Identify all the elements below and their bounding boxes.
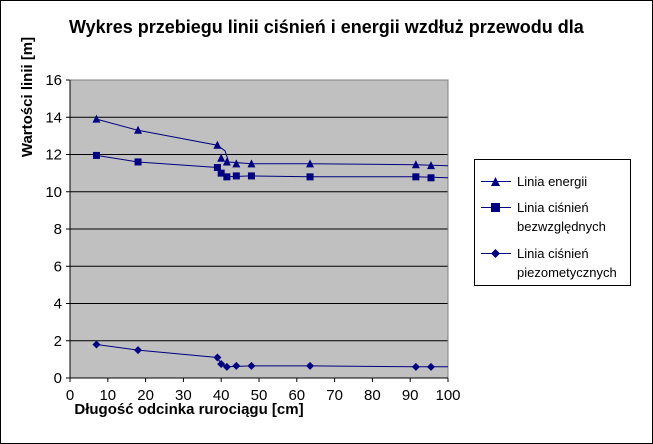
data-point-triangle bbox=[247, 159, 256, 168]
y-tick-label: 10 bbox=[45, 184, 62, 201]
data-point-square bbox=[427, 174, 435, 182]
data-point-triangle bbox=[232, 159, 241, 168]
data-point-triangle bbox=[411, 160, 420, 169]
data-point-diamond bbox=[134, 346, 143, 355]
diamond-marker-icon bbox=[491, 249, 500, 258]
data-point-diamond bbox=[222, 362, 231, 371]
legend-label-line: Linia ciśnień bbox=[517, 200, 589, 215]
data-point-triangle bbox=[134, 125, 143, 134]
data-point-square bbox=[223, 173, 231, 181]
x-tick-label: 70 bbox=[326, 387, 343, 404]
data-point-diamond bbox=[411, 362, 420, 371]
x-tick-label: 10 bbox=[99, 387, 116, 404]
x-tick-label: 90 bbox=[402, 387, 419, 404]
legend-label-line: bezwzględnych bbox=[517, 219, 606, 234]
y-tick-label: 0 bbox=[54, 370, 62, 387]
x-tick-label: 20 bbox=[137, 387, 154, 404]
data-point-square bbox=[134, 158, 142, 166]
x-tick-label: 100 bbox=[435, 387, 460, 404]
data-point-diamond bbox=[426, 362, 435, 371]
square-marker-icon bbox=[491, 203, 500, 212]
x-tick-label: 80 bbox=[364, 387, 381, 404]
data-point-square bbox=[412, 173, 420, 181]
data-point-square bbox=[232, 172, 240, 180]
data-point-diamond bbox=[213, 353, 222, 362]
x-tick-label: 50 bbox=[251, 387, 268, 404]
y-tick-label: 16 bbox=[45, 72, 62, 89]
data-point-diamond bbox=[232, 361, 241, 370]
triangle-marker-icon bbox=[491, 177, 500, 186]
data-point-square bbox=[247, 172, 255, 180]
data-point-diamond bbox=[247, 361, 256, 370]
chart-title: Wykres przebiegu linii ciśnień i energii… bbox=[69, 17, 584, 37]
legend-label-absolute-pressure: Linia ciśnień bezwzględnych bbox=[517, 198, 631, 236]
y-tick-label: 4 bbox=[54, 296, 62, 313]
data-point-square bbox=[213, 164, 221, 172]
data-point-triangle bbox=[217, 153, 226, 162]
x-tick-label: 60 bbox=[288, 387, 305, 404]
data-point-square bbox=[92, 151, 100, 159]
data-point-triangle bbox=[92, 114, 101, 123]
x-tick-label: 40 bbox=[213, 387, 230, 404]
x-tick-label: 30 bbox=[175, 387, 192, 404]
data-point-square bbox=[217, 169, 225, 177]
y-tick-label: 8 bbox=[54, 221, 62, 238]
legend-label-line: piezometycznych bbox=[517, 265, 617, 280]
y-tick-label: 6 bbox=[54, 258, 62, 275]
data-point-triangle bbox=[426, 161, 435, 170]
x-axis-title: Długość odcinka rurociągu [cm] bbox=[74, 401, 303, 418]
y-tick-label: 14 bbox=[45, 109, 62, 126]
data-point-diamond bbox=[92, 340, 101, 349]
data-point-triangle bbox=[222, 157, 231, 166]
data-point-square bbox=[306, 173, 314, 181]
data-point-triangle bbox=[213, 140, 222, 149]
legend-label-piezometric: Linia ciśnień piezometycznych bbox=[517, 244, 631, 282]
legend-label-line: Linia ciśnień bbox=[517, 246, 589, 261]
chart-legend: Linia energii Linia ciśnień bezwzględnyc… bbox=[474, 159, 631, 286]
data-point-triangle bbox=[306, 159, 315, 168]
y-axis-title: Wartości linii [m] bbox=[19, 37, 36, 157]
data-point-diamond bbox=[217, 360, 226, 369]
y-tick-label: 2 bbox=[54, 333, 62, 350]
legend-label-energy: Linia energii bbox=[517, 174, 588, 189]
y-tick-label: 12 bbox=[45, 147, 62, 164]
data-point-diamond bbox=[306, 361, 315, 370]
x-tick-label: 0 bbox=[66, 387, 74, 404]
